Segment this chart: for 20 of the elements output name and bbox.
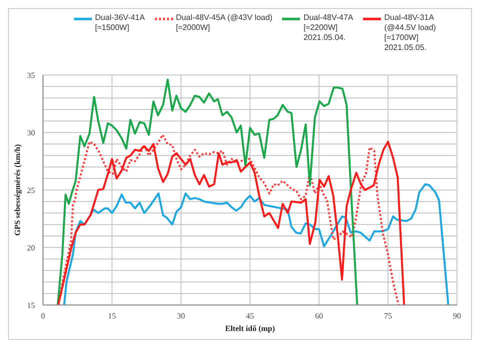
- legend-label: Dual-48V-45A (@43V load) [≈2000W]: [176, 13, 272, 33]
- legend-label: Dual-36V-41A [≈1500W]: [95, 13, 145, 33]
- line-series: [63, 183, 450, 305]
- x-tick-label: 45: [246, 312, 254, 321]
- x-tick-label: 90: [453, 312, 461, 321]
- x-tick-label: 30: [177, 312, 185, 321]
- y-tick-label: 25: [27, 186, 35, 195]
- y-tick-label: 35: [27, 70, 35, 80]
- y-tick-label: 30: [27, 128, 35, 138]
- y-tick-label: 20: [27, 243, 35, 252]
- legend-label: Dual-48V-31A (@44.5V load) [≈1700W] 2021.05.05.: [384, 13, 436, 53]
- x-tick-label: 60: [315, 312, 323, 321]
- line-series: [56, 78, 358, 305]
- x-axis-title: Eltelt idő (mp): [225, 324, 276, 333]
- y-tick-label: 15: [27, 300, 35, 310]
- legend-label: Dual-48V-47A [≈2200W] 2021.05.04.: [303, 13, 354, 43]
- y-axis-title: GPS sebességmérés (km/h): [12, 144, 22, 236]
- x-tick-label: 75: [384, 312, 392, 321]
- x-tick-label: 15: [108, 312, 116, 321]
- x-tick-label: 0: [41, 312, 45, 321]
